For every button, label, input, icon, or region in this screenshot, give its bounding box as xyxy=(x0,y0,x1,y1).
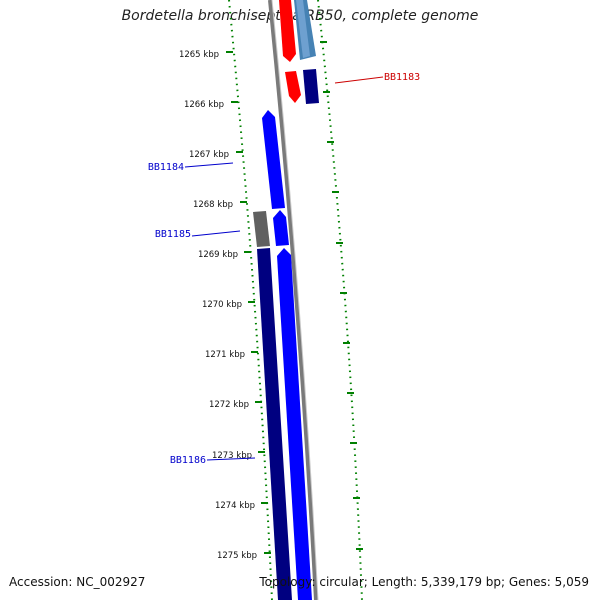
tick-label: 1273 kbp xyxy=(212,451,252,461)
gene-lightblue-top-highlight xyxy=(296,0,310,58)
tick-label: 1274 kbp xyxy=(215,501,255,511)
inner-ticks xyxy=(226,51,271,554)
gene-bb1185[interactable] xyxy=(253,211,270,247)
tick-label: 1267 kbp xyxy=(189,150,229,160)
inner-ruler-dots xyxy=(228,0,273,600)
gene-label-bb1185[interactable]: BB1185 xyxy=(155,229,191,240)
tick-label: 1270 kbp xyxy=(202,300,242,310)
gene-bb1184[interactable] xyxy=(262,110,285,209)
gene-bb1186[interactable] xyxy=(257,248,292,600)
outer-ruler-dots xyxy=(317,0,363,600)
gene-label-bb1183[interactable]: BB1183 xyxy=(384,72,420,83)
gene-blue-long[interactable] xyxy=(277,248,312,600)
tick-label: 1266 kbp xyxy=(184,100,224,110)
leader-bb1184 xyxy=(184,162,234,168)
leader-bb1186 xyxy=(206,457,256,461)
gene-label-bb1186[interactable]: BB1186 xyxy=(170,455,206,466)
backbone-arc xyxy=(268,0,318,600)
tick-label: 1265 kbp xyxy=(179,50,219,60)
tick-label: 1269 kbp xyxy=(198,250,238,260)
tick-label: 1272 kbp xyxy=(209,400,249,410)
gene-blue-small[interactable] xyxy=(273,210,289,246)
gene-red-top[interactable] xyxy=(279,0,296,62)
leader-bb1183 xyxy=(334,76,384,84)
tick-label: 1275 kbp xyxy=(217,551,257,561)
accession-text: Accession: NC_002927 xyxy=(9,575,146,589)
outer-ticks xyxy=(320,41,363,550)
gene-navy-short[interactable] xyxy=(303,69,319,104)
tick-label: 1271 kbp xyxy=(205,350,245,360)
leader-bb1185 xyxy=(191,230,241,237)
ruler-labels: 1265 kbp 1266 kbp 1267 kbp 1268 kbp 1269… xyxy=(179,50,257,561)
gene-label-bb1184[interactable]: BB1184 xyxy=(148,162,184,173)
topology-text: Topology: circular; Length: 5,339,179 bp… xyxy=(259,575,589,589)
backbone-arc-highlight xyxy=(271,0,319,600)
tick-label: 1268 kbp xyxy=(193,200,233,210)
gene-bb1183[interactable] xyxy=(285,71,301,103)
